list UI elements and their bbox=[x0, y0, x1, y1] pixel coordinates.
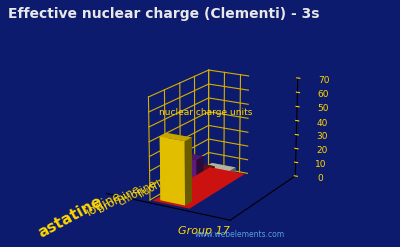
Text: www.webelements.com: www.webelements.com bbox=[195, 230, 285, 239]
Text: Effective nuclear charge (Clementi) - 3s: Effective nuclear charge (Clementi) - 3s bbox=[8, 7, 320, 21]
